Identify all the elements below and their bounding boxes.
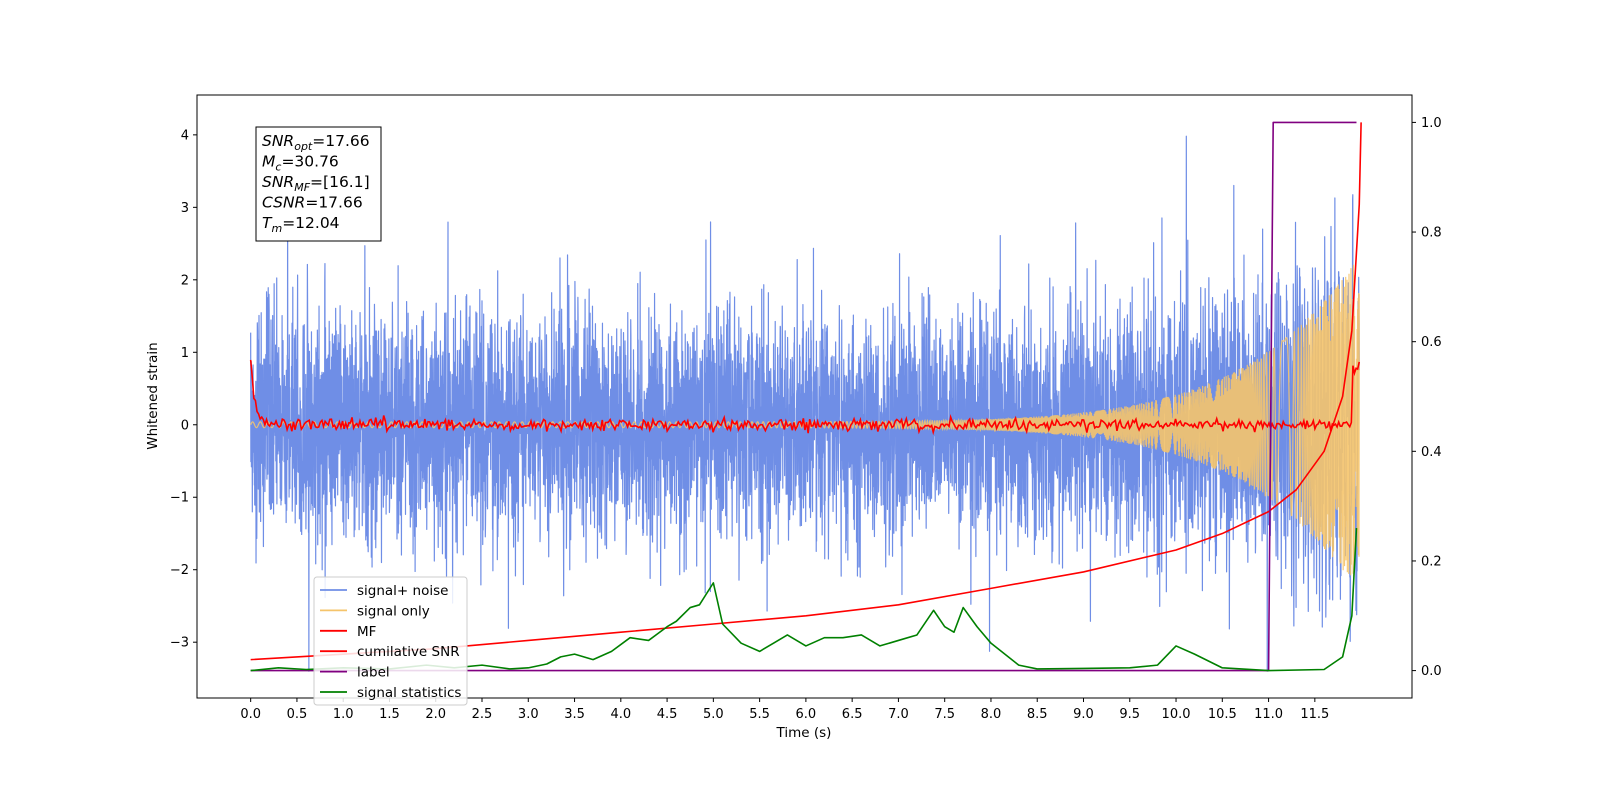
x-tick-label: 0.5 — [287, 707, 308, 722]
annotation-line: Tm=12.04 — [262, 214, 340, 235]
x-axis: 0.0 0.5 1.0 1.5 2.0 2.5 3.0 3.5 4.0 4.5 5.0 5.5 6.0 6… — [240, 698, 1329, 722]
x-tick-label: 2.5 — [472, 707, 493, 722]
x-tick-label: 11.0 — [1254, 707, 1283, 722]
annotation-line: SNRMF=[16.1] — [262, 173, 370, 194]
legend-entry: signal+ noise — [357, 583, 448, 599]
y2-tick-label: 0.0 — [1421, 664, 1442, 679]
y-tick-label: −3 — [170, 636, 189, 651]
x-tick-label: 0.0 — [240, 707, 261, 722]
x-tick-label: 4.5 — [657, 707, 678, 722]
x-tick-label: 10.0 — [1162, 707, 1191, 722]
x-tick-label: 9.5 — [1119, 707, 1140, 722]
y-tick-label: 1 — [181, 346, 189, 361]
y-tick-label: 2 — [181, 273, 189, 288]
annotation-line: Mc=30.76 — [262, 153, 339, 174]
y-axis-right: 0.0 0.2 0.4 0.6 0.8 1.0 — [1412, 116, 1442, 679]
x-tick-label: 7.5 — [934, 707, 955, 722]
annotation-frame — [255, 126, 382, 242]
x-tick-label: 5.5 — [749, 707, 770, 722]
y2-tick-label: 0.8 — [1421, 226, 1442, 241]
y-tick-label: 3 — [181, 201, 189, 216]
x-tick-label: 1.0 — [333, 707, 354, 722]
x-tick-label: 7.0 — [888, 707, 909, 722]
x-tick-label: 6.5 — [842, 707, 863, 722]
series-signal-statistics-line — [250, 528, 1358, 672]
x-tick-label: 10.5 — [1208, 707, 1237, 722]
x-tick-label: 3.0 — [518, 707, 539, 722]
series-signal-only-line — [250, 264, 1360, 585]
y-axis-label: Whitened strain — [145, 342, 161, 449]
annotation-line: SNRopt=17.66 — [262, 132, 370, 153]
legend-entry: signal statistics — [357, 685, 461, 701]
x-tick-label: 9.0 — [1073, 707, 1094, 722]
plot-frame — [196, 94, 1413, 699]
annotation-box: SNRopt=17.66Mc=30.76SNRMF=[16.1]CSNR=17.… — [255, 126, 382, 242]
series-mf-line — [249, 359, 1361, 436]
y2-tick-label: 1.0 — [1421, 116, 1442, 131]
y-tick-label: 4 — [181, 128, 189, 143]
series-cumulative-snr-line — [250, 122, 1362, 661]
y-tick-label: −1 — [170, 491, 189, 506]
x-tick-label: 1.5 — [379, 707, 400, 722]
x-axis-label: Time (s) — [776, 725, 832, 741]
y-axis-left: −3 −2 −1 0 1 2 3 4 — [170, 128, 197, 651]
y-tick-label: −2 — [170, 563, 189, 578]
x-tick-label: 5.0 — [703, 707, 724, 722]
legend-entry: label — [357, 665, 390, 681]
legend-entry: cumilative SNR — [357, 644, 460, 660]
legend-entry: MF — [357, 624, 376, 640]
series-layer — [249, 121, 1362, 672]
x-tick-label: 8.5 — [1027, 707, 1048, 722]
legend: signal+ noise signal only MF cumilative SNR… — [313, 576, 468, 706]
x-tick-label: 11.5 — [1300, 707, 1329, 722]
x-tick-label: 4.0 — [610, 707, 631, 722]
y2-tick-label: 0.2 — [1421, 554, 1442, 569]
annotation-line: CSNR=17.66 — [262, 194, 363, 212]
y2-tick-label: 0.4 — [1421, 445, 1442, 460]
legend-entry: signal only — [357, 603, 430, 619]
x-tick-label: 8.0 — [981, 707, 1002, 722]
y-tick-label: 0 — [181, 418, 189, 433]
series-signal-noise-line — [250, 135, 1360, 672]
y2-tick-label: 0.6 — [1421, 335, 1442, 350]
series-label-line — [250, 121, 1357, 672]
x-tick-label: 6.0 — [796, 707, 817, 722]
x-tick-label: 2.0 — [425, 707, 446, 722]
x-tick-label: 3.5 — [564, 707, 585, 722]
legend-frame — [313, 576, 468, 706]
